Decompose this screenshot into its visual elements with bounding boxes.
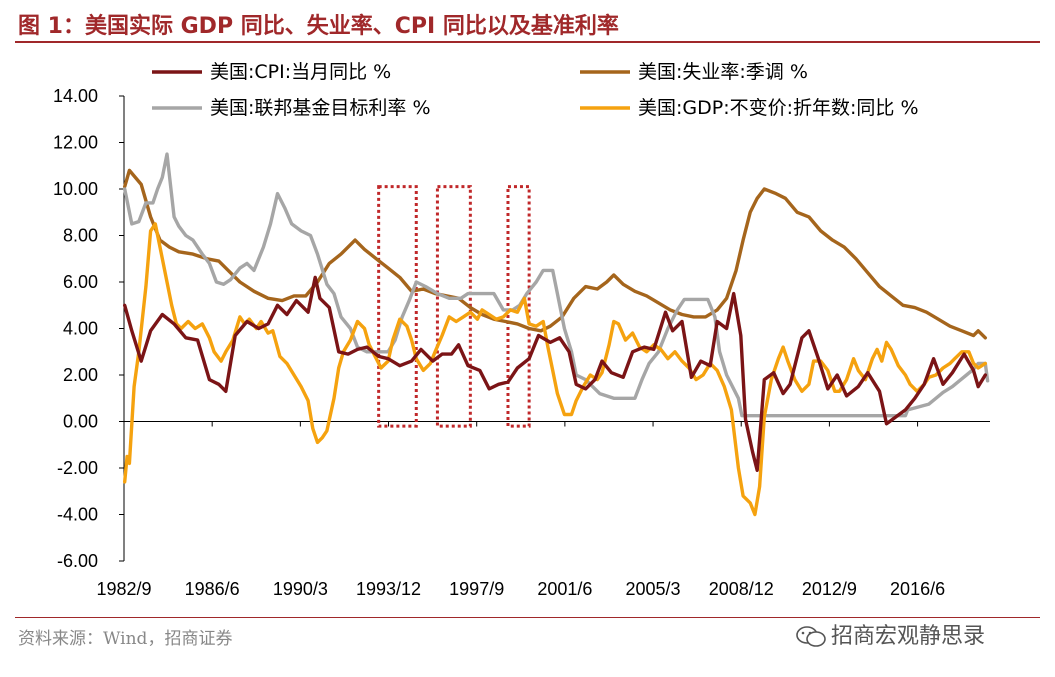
series-line: [123, 168, 987, 340]
legend: 美国:CPI:当月同比 % 美国:失业率:季调 % 美国:联邦基金目标利率 % 美国:…: [152, 61, 919, 119]
y-tick-label: -4.00: [57, 505, 98, 525]
legend-label: 美国:CPI:当月同比 %: [210, 61, 391, 83]
watermark-text: 招商宏观静思录: [831, 624, 986, 649]
y-tick-label: 4.00: [63, 319, 98, 339]
legend-label: 美国:GDP:不变价:折年数:同比 %: [638, 97, 919, 119]
x-tick-label: 1982/9: [96, 579, 151, 599]
x-tick-label: 1993/12: [356, 579, 421, 599]
y-tick-label: 6.00: [63, 272, 98, 292]
highlight-box: [377, 185, 418, 428]
y-tick-label: 12.00: [53, 133, 98, 153]
y-tick-label: 8.00: [63, 226, 98, 246]
y-tick-label: 0.00: [63, 412, 98, 432]
x-tick-label: 1990/3: [273, 579, 328, 599]
x-tick-label: 2012/9: [802, 579, 857, 599]
figure-title: 图 1：美国实际 GDP 同比、失业率、CPI 同比以及基准利率: [18, 14, 619, 39]
x-tick-label: 2001/6: [537, 579, 592, 599]
series-line: [123, 152, 990, 418]
x-tick-label: 2016/6: [890, 579, 945, 599]
highlight-box: [435, 185, 472, 428]
y-tick-label: 10.00: [53, 179, 98, 199]
title-rule: [15, 41, 1040, 43]
x-tick-label: 2008/12: [709, 579, 774, 599]
footer-rule: [15, 617, 1040, 618]
source-note: 资料来源：Wind，招商证券: [18, 629, 233, 649]
x-tick-label: 2005/3: [626, 579, 681, 599]
watermark: 招商宏观静思录: [795, 618, 985, 650]
y-tick-label: 2.00: [63, 365, 98, 385]
legend-label: 美国:联邦基金目标利率 %: [210, 97, 431, 119]
chart: -6.00 -4.00 -2.00 0.00 2.00 4.00 6.00 8.00 10.00…: [53, 61, 990, 599]
y-tick-label: -6.00: [57, 551, 98, 571]
highlight-boxes: [377, 185, 531, 428]
wechat-icon: [796, 626, 826, 647]
axes-layer: -6.00 -4.00 -2.00 0.00 2.00 4.00 6.00 8.00 10.00…: [53, 86, 990, 599]
y-tick-label: 14.00: [53, 86, 98, 106]
x-tick-label: 1986/6: [185, 579, 240, 599]
series-line: [123, 275, 987, 472]
series-layer: [123, 152, 990, 517]
legend-label: 美国:失业率:季调 %: [638, 61, 808, 83]
y-tick-label: -2.00: [57, 458, 98, 478]
highlight-box: [506, 185, 531, 428]
x-tick-label: 1997/9: [449, 579, 504, 599]
